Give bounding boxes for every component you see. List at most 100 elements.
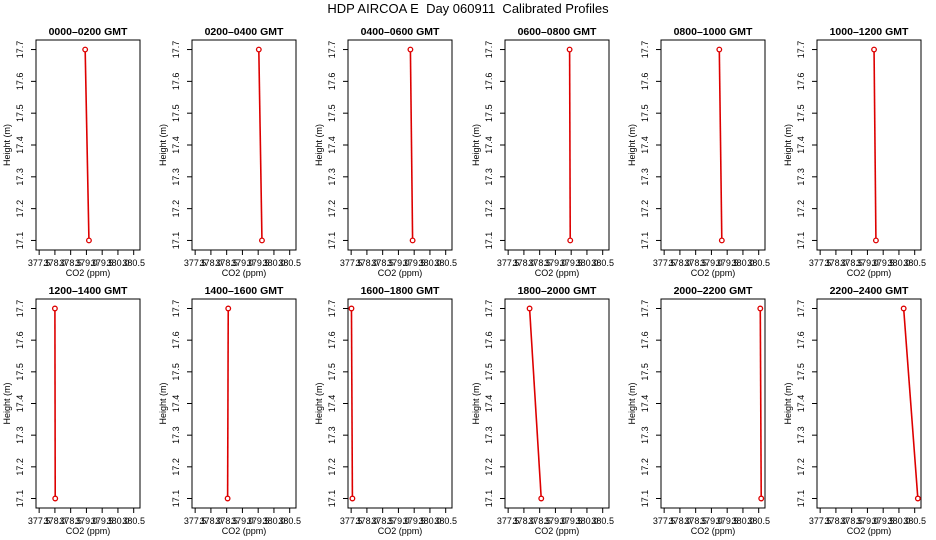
panel-5-data-point-0 — [716, 46, 723, 53]
panel-6-x-tick-label-5: 380.0 — [888, 258, 911, 268]
panel-12-x-axis-label: CO2 (ppm) — [847, 526, 892, 536]
panel-11-y-tick-label-4: 17.5 — [640, 363, 650, 381]
panel-6-x-tick-label-4: 379.5 — [872, 258, 895, 268]
panel-3-x-tick-label-0: 377.5 — [340, 258, 363, 268]
panel-3-x-tick-label-2: 378.5 — [371, 258, 394, 268]
panel-5-x-tick-label-5: 380.0 — [732, 258, 755, 268]
panel-11-y-tick-label-5: 17.6 — [640, 331, 650, 349]
panel-6-y-tick-label-1: 17.2 — [796, 200, 806, 218]
panel-8-profile-line — [226, 308, 230, 499]
panel-10-y-tick-label-1: 17.2 — [484, 458, 494, 476]
panel-1-y-axis-label: Height (m) — [2, 124, 12, 166]
panel-2-x-tick-label-3: 379.0 — [231, 258, 254, 268]
panel-10-x-axis-label: CO2 (ppm) — [535, 526, 580, 536]
panel-7-x-tick-label-3: 379.0 — [75, 516, 98, 526]
panel-6-y-tick-label-3: 17.4 — [796, 136, 806, 154]
panel-7-y-tick-label-1: 17.2 — [15, 458, 25, 476]
panel-8-title: 1400–1600 GMT — [205, 285, 284, 297]
panel-9-x-tick-label-3: 379.0 — [387, 516, 410, 526]
panel-4-y-tick-label-5: 17.6 — [484, 73, 494, 91]
panel-6-y-tick-label-0: 17.1 — [796, 232, 806, 250]
panel-6-y-tick-label-6: 17.7 — [796, 41, 806, 59]
panel-5-x-tick-label-2: 378.5 — [684, 258, 707, 268]
panel-9-x-tick-label-4: 379.5 — [403, 516, 426, 526]
panel-9-x-tick-label-2: 378.5 — [371, 516, 394, 526]
panel-11-x-tick-label-5: 380.0 — [732, 516, 755, 526]
panel-10-y-tick-label-5: 17.6 — [484, 331, 494, 349]
panel-3-y-tick-label-6: 17.7 — [327, 41, 337, 59]
panel-11-y-tick-label-6: 17.7 — [640, 300, 650, 318]
panel-5-y-tick-label-3: 17.4 — [640, 136, 650, 154]
panel-5-y-tick-label-1: 17.2 — [640, 200, 650, 218]
panel-7-y-axis-label: Height (m) — [2, 382, 12, 424]
panel-3-y-tick-label-3: 17.4 — [327, 136, 337, 154]
panel-11-y-tick-label-1: 17.2 — [640, 458, 650, 476]
panel-6-plot-frame — [816, 39, 922, 251]
panel-6-data-point-1 — [872, 237, 879, 244]
panel-8-y-tick-label-3: 17.4 — [171, 395, 181, 413]
panel-6-x-tick-label-2: 378.5 — [840, 258, 863, 268]
panel-2-x-tick-label-2: 378.5 — [215, 258, 238, 268]
panel-2-y-tick-label-2: 17.3 — [171, 168, 181, 186]
panel-4-y-tick-label-1: 17.2 — [484, 200, 494, 218]
panel-12-y-tick-label-6: 17.7 — [796, 300, 806, 318]
panel-8-x-axis-label: CO2 (ppm) — [222, 526, 267, 536]
panel-1-profile-line — [84, 49, 90, 241]
panel-8-x-tick-label-3: 379.0 — [231, 516, 254, 526]
panel-2-y-tick-label-1: 17.2 — [171, 200, 181, 218]
panel-3-y-tick-label-4: 17.5 — [327, 104, 337, 122]
panel-8-x-tick-label-1: 378.0 — [200, 516, 223, 526]
panel-8-x-tick-label-0: 377.5 — [184, 516, 207, 526]
panel-6-profile-line — [873, 49, 877, 241]
panel-10-x-tick-label-4: 379.5 — [560, 516, 583, 526]
panel-4-y-tick-label-6: 17.7 — [484, 41, 494, 59]
panel-1-y-tick-label-0: 17.1 — [15, 232, 25, 250]
panel-5-y-tick-label-2: 17.3 — [640, 168, 650, 186]
panel-7-data-point-0 — [51, 305, 58, 312]
panel-2-x-tick-label-0: 377.5 — [184, 258, 207, 268]
panel-9-plot-frame — [347, 298, 453, 509]
panel-3-title: 0400–0600 GMT — [361, 26, 440, 38]
panel-4-data-point-1 — [567, 237, 574, 244]
panel-7-y-tick-label-0: 17.1 — [15, 490, 25, 508]
panel-3-x-tick-label-6: 380.5 — [434, 258, 457, 268]
panel-6-x-tick-label-1: 378.0 — [825, 258, 848, 268]
panel-11-x-tick-label-1: 378.0 — [669, 516, 692, 526]
panel-6-data-point-0 — [871, 46, 877, 53]
panel-9-y-tick-label-3: 17.4 — [327, 395, 337, 413]
panel-9-x-tick-label-0: 377.5 — [340, 516, 363, 526]
panel-5-y-tick-label-6: 17.7 — [640, 41, 650, 59]
panel-10-title: 1800–2000 GMT — [518, 285, 597, 297]
panel-6-x-tick-label-6: 380.5 — [903, 258, 926, 268]
panel-1-y-tick-label-3: 17.4 — [15, 136, 25, 154]
panel-7-x-tick-label-2: 378.5 — [59, 516, 82, 526]
panel-8-x-tick-label-4: 379.5 — [247, 516, 270, 526]
panel-9-x-tick-label-1: 378.0 — [356, 516, 379, 526]
panel-7-y-tick-label-6: 17.7 — [15, 300, 25, 318]
panel-10-profile-line — [528, 308, 543, 499]
panel-1-x-tick-label-1: 378.0 — [44, 258, 67, 268]
panel-6-y-tick-label-5: 17.6 — [796, 73, 806, 91]
panel-1-y-tick-label-5: 17.6 — [15, 73, 25, 91]
panel-12-y-axis-label: Height (m) — [783, 382, 793, 424]
panel-11-data-point-0 — [757, 305, 764, 312]
panel-8-plot-frame — [191, 298, 297, 509]
panel-6-x-axis-label: CO2 (ppm) — [847, 268, 892, 278]
panel-12-y-tick-label-3: 17.4 — [796, 395, 806, 413]
panel-2-x-tick-label-1: 378.0 — [200, 258, 223, 268]
panel-9-data-point-1 — [349, 495, 356, 502]
panel-1-x-tick-label-6: 380.5 — [122, 258, 145, 268]
panel-11-x-axis-label: CO2 (ppm) — [691, 526, 736, 536]
panel-3-y-tick-label-2: 17.3 — [327, 168, 337, 186]
panel-1-x-axis-label: CO2 (ppm) — [66, 268, 111, 278]
panel-12-y-tick-label-1: 17.2 — [796, 458, 806, 476]
panel-6-title: 1000–1200 GMT — [830, 26, 909, 38]
panel-10-y-tick-label-6: 17.7 — [484, 300, 494, 318]
panel-5-x-tick-label-6: 380.5 — [747, 258, 770, 268]
panel-8-y-tick-label-4: 17.5 — [171, 363, 181, 381]
panel-2-x-tick-label-6: 380.5 — [278, 258, 301, 268]
panel-3-plot-frame — [347, 39, 453, 251]
panel-12-y-tick-label-5: 17.6 — [796, 331, 806, 349]
panel-7-x-tick-label-1: 378.0 — [44, 516, 67, 526]
panel-9-x-tick-label-5: 380.0 — [419, 516, 442, 526]
